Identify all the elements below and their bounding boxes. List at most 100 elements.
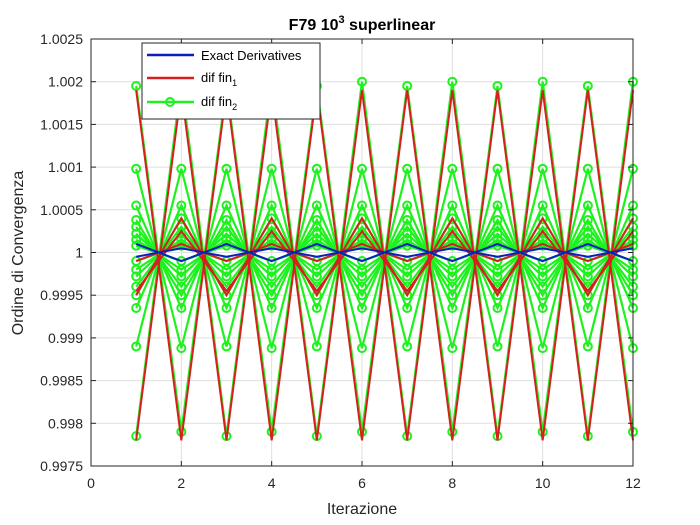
data-point <box>131 341 142 352</box>
data-point <box>176 303 187 314</box>
data-point <box>537 281 548 292</box>
data-point <box>402 221 413 232</box>
data-point <box>221 303 232 314</box>
legend-label-exact: Exact Derivatives <box>201 48 302 63</box>
data-point <box>582 228 593 239</box>
x-tick-label: 4 <box>268 475 276 491</box>
data-point <box>582 271 593 282</box>
data-point <box>537 303 548 314</box>
data-point <box>221 228 232 239</box>
data-point <box>266 163 277 174</box>
data-point <box>537 256 548 267</box>
data-point <box>582 215 593 226</box>
data-point <box>131 221 142 232</box>
data-point <box>582 80 593 91</box>
y-tick-label: 0.9975 <box>40 458 83 474</box>
data-point <box>131 256 142 267</box>
data-point <box>221 341 232 352</box>
data-point <box>492 80 503 91</box>
data-point <box>266 343 277 354</box>
data-point <box>131 215 142 226</box>
x-tick-label: 0 <box>87 475 95 491</box>
data-point <box>311 221 322 232</box>
data-point <box>537 271 548 282</box>
data-point <box>402 303 413 314</box>
y-tick-label: 0.999 <box>48 330 83 346</box>
x-axis-label: Iterazione <box>327 501 397 518</box>
data-point <box>221 215 232 226</box>
y-tick-label: 0.9985 <box>40 373 83 389</box>
tick-labels: 0 2 4 6 8 10 12 0.9975 0.998 0.9985 0.999 0.9995 1 1.… <box>40 31 641 491</box>
data-point <box>131 163 142 174</box>
data-point <box>131 303 142 314</box>
data-point <box>492 221 503 232</box>
data-point <box>311 303 322 314</box>
data-point <box>176 200 187 211</box>
data-point <box>537 76 548 87</box>
data-point <box>311 215 322 226</box>
data-point <box>221 221 232 232</box>
ticks <box>90 38 634 467</box>
data-point <box>176 271 187 282</box>
x-tick-label: 2 <box>177 475 185 491</box>
data-point <box>447 303 458 314</box>
data-point <box>266 256 277 267</box>
y-tick-label: 1.002 <box>48 74 83 90</box>
data-point <box>131 234 142 245</box>
data-point <box>447 281 458 292</box>
data-point <box>582 221 593 232</box>
data-point <box>537 163 548 174</box>
data-point <box>357 163 367 174</box>
data-point <box>357 256 367 267</box>
legend-label-dif-fin-1: dif fin1 <box>201 70 237 88</box>
data-point <box>447 256 458 267</box>
y-axis-label: Ordine di Convergenza <box>10 171 27 336</box>
legend-marker-dif-fin-2 <box>165 97 175 107</box>
data-point <box>311 271 322 282</box>
data-point <box>582 200 593 211</box>
data-point <box>402 80 413 91</box>
y-tick-label: 1.0025 <box>40 31 83 47</box>
y-tick-label: 1.001 <box>48 159 83 175</box>
data-point <box>492 303 503 314</box>
series-line <box>135 90 634 441</box>
data-point <box>221 271 232 282</box>
data-point <box>357 271 367 282</box>
y-tick-label: 1 <box>75 245 83 261</box>
x-tick-label: 10 <box>535 475 551 491</box>
data-point <box>131 271 142 282</box>
data-point <box>266 281 277 292</box>
data-point <box>402 163 413 174</box>
data-point <box>131 200 142 211</box>
data-point <box>266 200 277 211</box>
y-tick-label: 0.998 <box>48 415 83 431</box>
data-point <box>311 228 322 239</box>
data-point <box>492 228 503 239</box>
data-point <box>492 341 503 352</box>
y-tick-label: 1.0015 <box>40 116 83 132</box>
data-point <box>266 303 277 314</box>
data-point <box>357 343 367 354</box>
data-point <box>447 163 458 174</box>
data-point <box>447 271 458 282</box>
y-tick-label: 1.0005 <box>40 202 83 218</box>
y-tick-label: 0.9995 <box>40 287 83 303</box>
data-point <box>357 281 367 292</box>
data-point <box>311 163 322 174</box>
data-point <box>131 80 142 91</box>
x-tick-label: 8 <box>448 475 456 491</box>
data-point <box>447 200 458 211</box>
series-0 <box>135 242 634 263</box>
data-point <box>176 343 187 354</box>
data-point <box>582 341 593 352</box>
data-point <box>402 228 413 239</box>
data-point <box>357 200 367 211</box>
data-point <box>311 341 322 352</box>
data-point <box>357 76 367 87</box>
legend: Exact Derivatives dif fin1 dif fin2 <box>141 42 321 120</box>
series-layer <box>131 76 638 442</box>
data-point <box>492 200 503 211</box>
legend-label-dif-fin-2: dif fin2 <box>201 94 237 112</box>
data-point <box>537 343 548 354</box>
